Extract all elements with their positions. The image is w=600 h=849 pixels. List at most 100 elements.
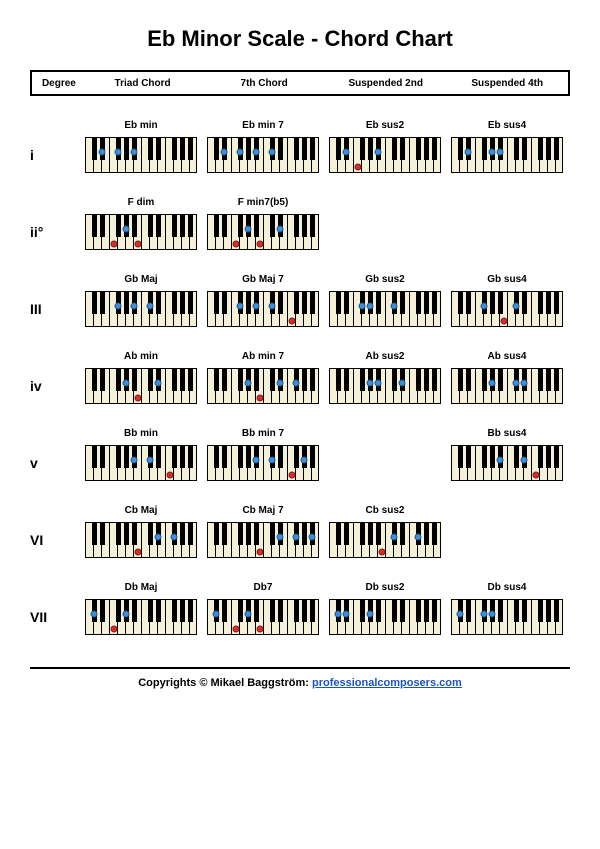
blue-note-dot (375, 149, 382, 156)
black-key (546, 292, 551, 314)
blue-note-dot (293, 534, 300, 541)
black-key (302, 369, 307, 391)
chord-cell: Gb sus4 (446, 274, 568, 327)
black-key (302, 138, 307, 160)
blue-note-dot (277, 226, 284, 233)
black-key (514, 138, 519, 160)
black-key (432, 138, 437, 160)
black-key (246, 446, 251, 468)
footer-link[interactable]: professionalcomposers.com (312, 677, 462, 689)
blue-note-dot (309, 534, 316, 541)
black-key (238, 446, 243, 468)
red-note-dot (257, 241, 264, 248)
blue-note-dot (269, 457, 276, 464)
chord-label: Db sus2 (366, 582, 405, 594)
red-note-dot (257, 549, 264, 556)
red-note-dot (257, 626, 264, 633)
blue-note-dot (489, 611, 496, 618)
black-key (156, 292, 161, 314)
black-key (254, 523, 259, 545)
black-key (238, 523, 243, 545)
blue-note-dot (253, 457, 260, 464)
chord-chart-page: Eb Minor Scale - Chord Chart Degree Tria… (0, 0, 600, 703)
black-key (156, 138, 161, 160)
blue-note-dot (131, 149, 138, 156)
black-key (392, 600, 397, 622)
black-key (214, 523, 219, 545)
keyboard (451, 445, 563, 481)
red-note-dot (233, 626, 240, 633)
chord-cell: Ab sus2 (324, 351, 446, 404)
chord-cell: F min7(b5) (202, 197, 324, 250)
blue-note-dot (131, 457, 138, 464)
blue-note-dot (367, 303, 374, 310)
chart-row: VICb MajCb Maj 7Cb sus2 (30, 505, 570, 558)
black-key (132, 523, 137, 545)
black-key (132, 600, 137, 622)
chord-cell: Eb sus2 (324, 120, 446, 173)
blue-note-dot (513, 303, 520, 310)
black-key (538, 446, 543, 468)
degree-label: III (30, 301, 80, 327)
blue-note-dot (115, 149, 122, 156)
black-key (100, 600, 105, 622)
keyboard (85, 522, 197, 558)
black-key (458, 369, 463, 391)
black-key (368, 523, 373, 545)
black-key (270, 523, 275, 545)
black-key (116, 523, 121, 545)
black-key (294, 446, 299, 468)
black-key (490, 292, 495, 314)
black-key (344, 523, 349, 545)
blue-note-dot (269, 303, 276, 310)
black-key (100, 523, 105, 545)
keyboard (207, 368, 319, 404)
black-key (302, 523, 307, 545)
black-key (254, 369, 259, 391)
chart-row: IIIGb MajGb Maj 7Gb sus2Gb sus4 (30, 274, 570, 327)
keyboard (207, 291, 319, 327)
black-key (424, 369, 429, 391)
chord-cell: Bb sus4 (446, 428, 568, 481)
table-header: Degree Triad Chord 7th Chord Suspended 2… (30, 70, 570, 96)
keyboard (451, 291, 563, 327)
black-key (538, 138, 543, 160)
blue-note-dot (457, 611, 464, 618)
keyboard (85, 137, 197, 173)
black-key (432, 369, 437, 391)
blue-note-dot (221, 149, 228, 156)
blue-note-dot (277, 534, 284, 541)
blue-note-dot (489, 380, 496, 387)
black-key (100, 292, 105, 314)
blue-note-dot (253, 149, 260, 156)
keyboard (207, 214, 319, 250)
chord-cell: Cb Maj (80, 505, 202, 558)
red-note-dot (501, 318, 508, 325)
black-key (546, 369, 551, 391)
chart-row: ivAb minAb min 7Ab sus2Ab sus4 (30, 351, 570, 404)
black-key (482, 369, 487, 391)
chord-label: Db Maj (125, 582, 158, 594)
keyboard (207, 137, 319, 173)
black-key (188, 523, 193, 545)
chord-label: Ab sus4 (488, 351, 527, 363)
degree-label: v (30, 455, 80, 481)
black-key (238, 600, 243, 622)
degree-label: iv (30, 378, 80, 404)
chart-row: iEb minEb min 7Eb sus2Eb sus4 (30, 120, 570, 173)
black-key (302, 600, 307, 622)
black-key (238, 369, 243, 391)
black-key (302, 215, 307, 237)
keyboard (329, 599, 441, 635)
black-key (188, 138, 193, 160)
black-key (546, 446, 551, 468)
black-key (554, 292, 559, 314)
blue-note-dot (335, 611, 342, 618)
black-key (336, 138, 341, 160)
black-key (132, 369, 137, 391)
black-key (148, 369, 153, 391)
black-key (310, 138, 315, 160)
red-note-dot (135, 241, 142, 248)
black-key (302, 292, 307, 314)
black-key (458, 138, 463, 160)
